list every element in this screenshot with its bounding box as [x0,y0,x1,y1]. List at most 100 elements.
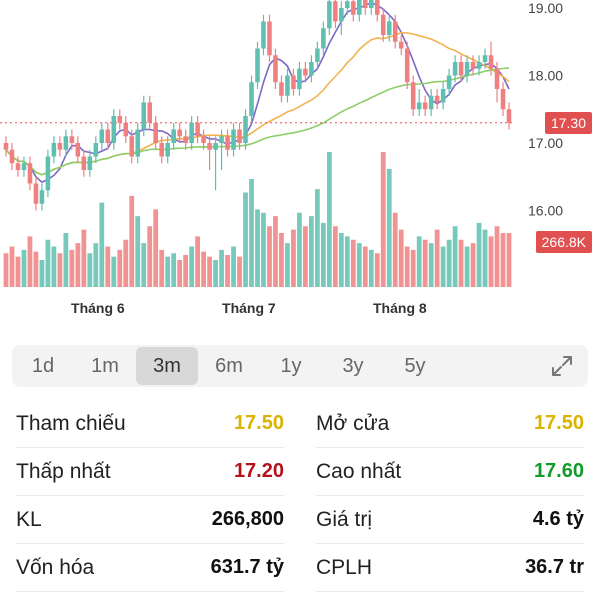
volume-bar [3,253,9,287]
stat-cell: Cao nhất 17.60 [316,448,584,496]
range-tab-1y[interactable]: 1y [280,355,302,377]
candle [440,82,446,110]
volume-bar [51,246,57,287]
candle [369,0,374,15]
candle [3,136,9,157]
volume-bar [488,236,494,287]
volume-bar [207,256,212,287]
range-tab-5y[interactable]: 5y [404,355,426,377]
stat-value: 17.20 [233,460,284,482]
range-tab-1d[interactable]: 1d [31,355,55,377]
stat-value: 4.6 tỷ [532,508,584,530]
volume-bar [147,226,153,287]
volume-bar [446,239,452,287]
candle [351,0,356,22]
candle [267,14,272,62]
candle [15,156,21,177]
volume-bar [21,249,27,287]
candle [476,55,482,76]
volume-bar [279,233,284,287]
stat-cell: Giá trị 4.6 tỷ [316,496,584,544]
stat-row: Tham chiếu 17.50 Mở cửa 17.50 [0,400,600,448]
current-volume-tag: 266.8K [535,231,592,253]
candle [177,122,182,143]
volume-bar [416,236,422,287]
candle [129,129,135,164]
volume-bar [356,243,362,287]
volume-bar [117,249,123,287]
candle [488,41,494,76]
stat-label: CPLH [316,555,373,579]
volume-bar [141,243,147,287]
candle [195,116,200,143]
month-label: Tháng 7 [222,300,276,316]
range-tab-6m[interactable]: 6m [215,355,243,377]
candle [93,136,99,164]
volume-bar [159,249,165,287]
volume-bar [297,212,302,287]
candle [422,95,428,116]
candle [33,176,39,211]
volume-bar [314,189,320,287]
candle [339,1,344,35]
volume-bar [326,152,332,287]
candle [117,109,123,130]
volume-bar [33,251,39,287]
candle [225,129,230,157]
volume-bar [45,239,51,287]
candle [255,41,260,89]
stat-value: 17.50 [233,412,284,434]
stat-label: KL [16,507,42,531]
candle [207,136,212,170]
volume-bar [69,249,75,287]
volume-bar [303,226,308,287]
volume-bar [255,209,260,287]
range-tab-3m[interactable]: 3m [136,347,198,385]
stat-label: Cao nhất [316,459,402,483]
volume-bar [386,168,392,287]
candle [243,109,248,150]
y-axis-labels: 19.00 18.00 17.00 16.00 [528,0,563,219]
candlesticks [3,0,512,211]
volume-bar [195,236,201,287]
volume-bar [177,260,183,287]
range-tab-1m[interactable]: 1m [91,355,119,377]
candle [345,0,350,15]
volume-bar [231,246,236,287]
candle [123,116,129,143]
volume-bar [398,229,404,287]
volume-bar [111,256,117,287]
volume-bar [75,243,81,287]
moving-average-lines [5,1,510,184]
stat-label: Vốn hóa [16,555,95,579]
candle [147,95,152,130]
current-price-tag: 17.30 [544,111,592,134]
volume-bar [338,233,344,287]
candle [315,41,320,69]
expand-icon[interactable] [550,354,574,378]
y-tick-label: 16.00 [528,203,563,219]
candle [39,183,45,211]
volume-bar [458,239,464,287]
volume-bar [452,226,458,287]
candle [452,55,458,83]
volume-bar [344,236,350,287]
candle [434,89,440,110]
stat-cell: CPLH 36.7 tr [316,544,584,592]
volume-bar [404,246,410,287]
candle [99,122,105,150]
candle [291,68,296,96]
candle [165,136,170,164]
volume-bar [201,251,206,287]
stat-cell: Tham chiếu 17.50 [16,400,284,448]
volume-bar [9,246,15,287]
candle [9,143,15,170]
candle [321,21,326,56]
stat-row: Thấp nhất 17.20 Cao nhất 17.60 [0,448,600,496]
stat-value: 266,800 [211,508,284,530]
candle [261,14,266,56]
volume-bar [440,246,446,287]
range-tab-3y[interactable]: 3y [342,355,364,377]
y-tick-label: 17.00 [528,135,563,151]
